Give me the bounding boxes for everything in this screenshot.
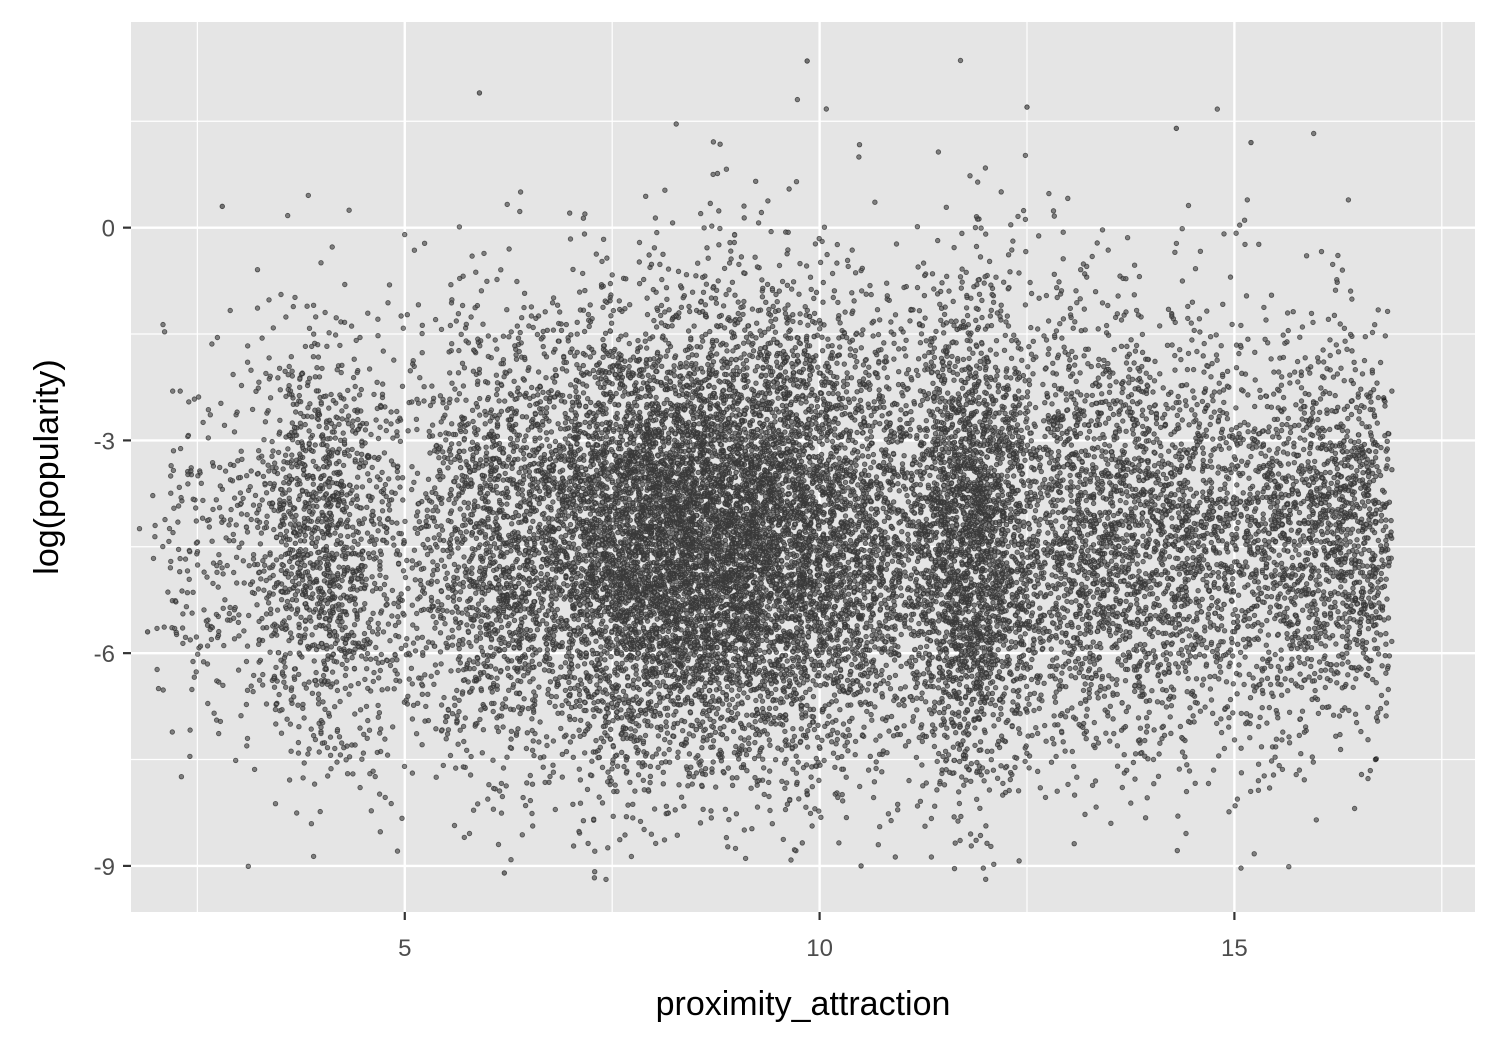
data-point xyxy=(1173,125,1180,132)
x-tick-label: 5 xyxy=(398,935,411,962)
data-point xyxy=(1381,395,1387,401)
y-tick-label: -3 xyxy=(94,428,115,455)
y-tick-label: -9 xyxy=(94,854,115,881)
data-point xyxy=(501,870,508,876)
x-tick-label: 15 xyxy=(1221,935,1248,962)
x-axis-ticks: 5 10 15 xyxy=(398,912,1248,962)
y-axis-ticks: 0 -3 -6 -9 xyxy=(94,216,131,881)
data-point xyxy=(1248,139,1254,146)
x-axis-title: proximity_attraction xyxy=(656,985,951,1023)
data-point xyxy=(1024,104,1030,110)
data-point xyxy=(476,90,483,96)
x-tick-label: 10 xyxy=(806,935,833,962)
data-point xyxy=(1372,756,1379,763)
point-cloud xyxy=(136,57,1395,883)
data-point xyxy=(144,629,151,635)
data-points xyxy=(136,57,1395,883)
data-point xyxy=(858,863,864,869)
data-point xyxy=(804,58,810,64)
y-axis-title: log(popularity) xyxy=(28,359,66,574)
y-tick-label: -6 xyxy=(94,641,115,668)
y-tick-label: 0 xyxy=(102,216,115,243)
data-point xyxy=(219,203,225,210)
